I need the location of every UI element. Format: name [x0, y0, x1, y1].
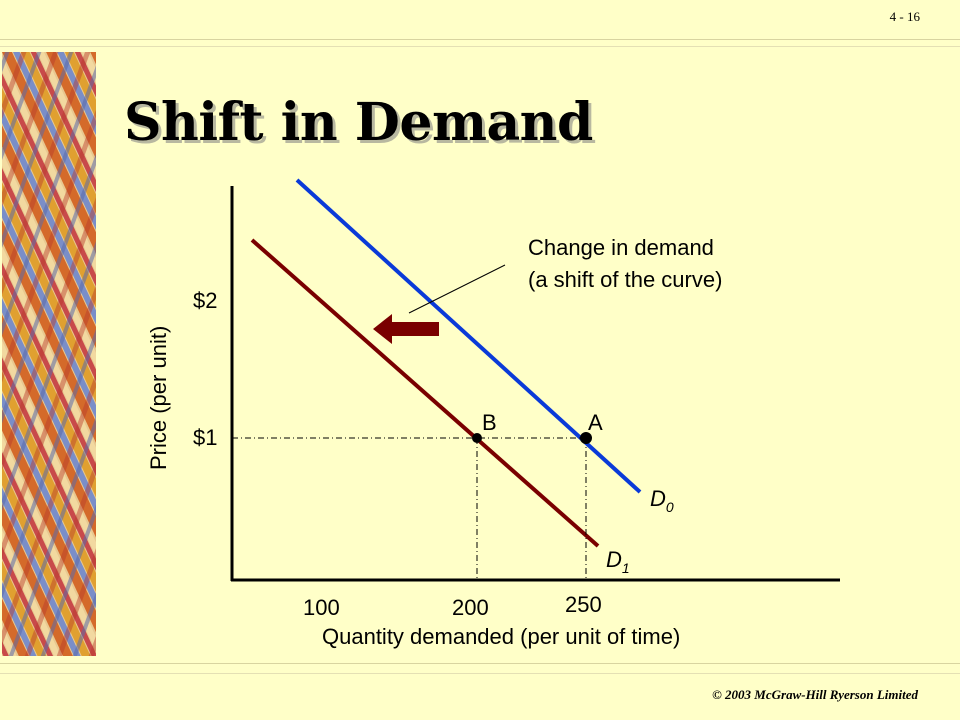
x-tick-label-250: 250	[565, 592, 602, 617]
demand-curve-d0	[295, 178, 642, 494]
top-rule	[0, 39, 960, 40]
y-tick-label-2: $2	[193, 288, 217, 313]
annotation-leader-line	[408, 264, 506, 314]
annotation-line-2: (a shift of the curve)	[528, 267, 722, 292]
page-number: 4 - 16	[889, 9, 920, 24]
x-axis-title: Quantity demanded (per unit of time)	[322, 624, 680, 649]
y-axis-title: Price (per unit)	[146, 326, 171, 470]
decorative-stripe-image	[2, 52, 96, 656]
point-a-label: A	[588, 410, 603, 435]
point-a	[580, 432, 592, 444]
copyright-footer: © 2003 McGraw-Hill Ryerson Limited	[712, 687, 918, 702]
annotation-line-1: Change in demand	[528, 235, 714, 260]
x-tick-label-100: 100	[303, 595, 340, 620]
curve-label-d0: D0	[650, 486, 674, 515]
slide-title: Shift in Demand	[124, 92, 593, 153]
bottom-rule	[0, 663, 960, 664]
y-tick-label-1: $1	[193, 425, 217, 450]
shift-left-arrow	[373, 314, 439, 344]
x-tick-label-200: 200	[452, 595, 489, 620]
curve-label-d1: D1	[606, 547, 630, 576]
point-b-label: B	[482, 410, 497, 435]
bottom-rule-secondary	[0, 673, 960, 674]
top-rule-secondary	[0, 46, 960, 47]
point-b	[472, 433, 482, 443]
demand-curve-d1	[250, 238, 600, 548]
